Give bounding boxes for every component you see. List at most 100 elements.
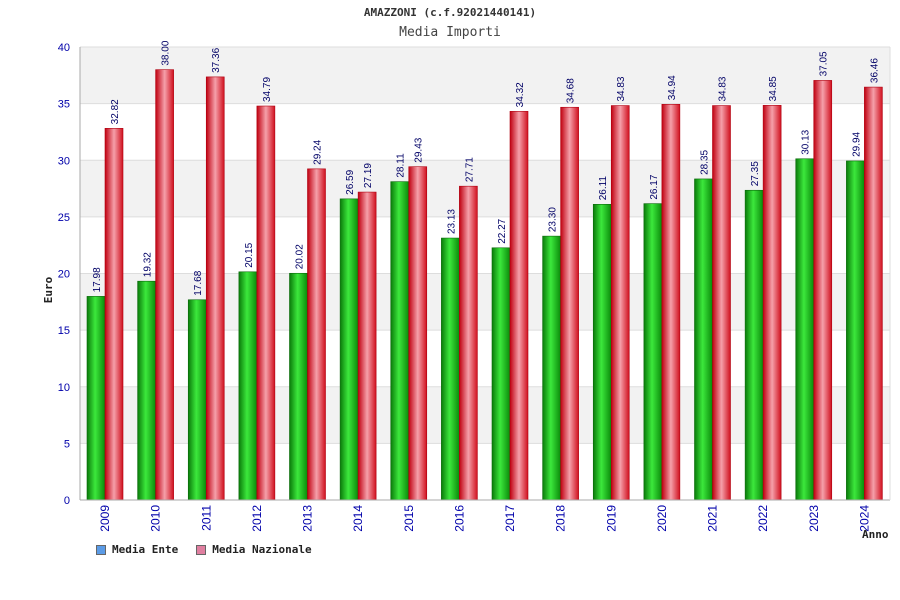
chart-title: AMAZZONI (c.f.92021440141) [363,6,537,19]
y-tick-label: 0 [64,495,70,507]
legend-item-ente: Media Ente [96,543,178,556]
bar-media-nazionale [509,111,529,501]
y-tick-label: 20 [58,269,70,281]
bar-media-ente [137,280,156,501]
y-tick-label: 40 [58,42,70,54]
bar-media-ente [441,237,460,501]
legend-label-ente: Media Ente [112,543,179,556]
legend: Media Ente Media Nazionale [96,543,312,556]
bar-media-nazionale [864,86,883,501]
data-label: 36.46 [869,58,880,83]
data-label: 20.15 [244,242,255,267]
bar-media-ente [694,178,713,501]
data-label: 20.02 [295,244,306,269]
x-tick-label: 2023 [807,505,821,532]
bar-media-ente [339,198,359,501]
bar-media-ente [491,247,511,501]
bar-media-nazionale [155,69,174,501]
y-tick-label: 25 [58,212,70,224]
bar-media-nazionale [712,105,731,501]
data-label: 19.32 [143,252,154,277]
bar-media-nazionale [560,106,579,501]
bar-media-nazionale [813,80,833,501]
data-label: 17.68 [193,270,204,295]
bar-media-nazionale [661,104,681,501]
legend-item-nazionale: Media Nazionale [196,543,312,556]
y-tick-label: 30 [58,155,70,167]
data-label: 23.13 [446,209,457,234]
data-label: 34.94 [667,75,678,100]
data-label: 27.35 [750,161,761,186]
bar-media-ente [390,181,410,501]
bar-media-ente [643,203,663,501]
x-tick-label: 2020 [655,505,669,532]
x-tick-label: 2010 [149,505,163,532]
data-label: 38.00 [161,40,172,65]
y-axis-label: Euro [42,276,55,303]
bar-media-nazionale [104,128,124,501]
data-label: 34.68 [566,78,577,103]
data-label: 22.27 [497,218,508,243]
bar-media-ente [795,158,815,501]
bar-media-nazionale [762,105,782,501]
x-tick-label: 2011 [199,505,213,531]
data-label: 26.11 [598,176,609,201]
legend-swatch-nazionale [196,544,207,555]
data-label: 29.94 [851,131,862,156]
data-label: 37.05 [819,51,830,76]
bar-media-nazionale [307,168,326,501]
data-label: 29.43 [414,137,425,162]
bar-media-ente [238,271,258,501]
bar-media-nazionale [205,76,225,501]
x-tick-label: 2012 [250,505,264,532]
legend-label-nazionale: Media Nazionale [212,543,312,556]
bar-media-ente [846,160,865,501]
data-label: 27.71 [464,157,475,182]
x-tick-label: 2009 [98,505,112,532]
bar-media-ente [592,204,612,501]
data-label: 34.79 [262,77,273,102]
y-tick-label: 10 [58,382,70,394]
x-tick-label: 2015 [402,505,416,532]
bar-media-ente [542,235,561,501]
data-label: 26.59 [345,169,356,194]
data-label: 32.82 [110,99,121,124]
bar-media-ente [744,189,764,501]
bar-media-nazionale [357,191,377,501]
data-label: 26.17 [649,174,660,199]
y-tick-label: 35 [58,99,70,111]
x-tick-label: 2018 [554,505,568,532]
bar-media-ente [289,272,308,501]
x-tick-label: 2024 [857,505,871,532]
x-tick-label: 2019 [604,505,618,532]
data-label: 30.13 [801,129,812,154]
data-label: 27.19 [363,163,374,188]
bar-media-nazionale [256,105,276,501]
data-label: 23.30 [548,207,559,232]
x-tick-label: 2014 [351,505,365,532]
data-label: 34.85 [768,76,779,101]
bar-media-ente [86,296,106,501]
data-label: 29.24 [313,139,324,164]
x-tick-label: 2013 [301,505,315,532]
data-label: 17.98 [92,267,103,292]
x-tick-label: 2022 [756,505,770,532]
x-tick-label: 2016 [452,505,466,532]
y-tick-label: 5 [64,438,70,450]
bar-media-nazionale [610,105,630,501]
y-tick-label: 15 [58,325,70,337]
x-tick-label: 2021 [706,505,720,532]
data-label: 28.35 [700,149,711,174]
data-label: 34.83 [718,76,729,101]
data-label: 34.32 [515,82,526,107]
chart-subtitle: Media Importi [399,25,501,40]
bar-media-ente [187,299,207,501]
data-label: 37.36 [211,47,222,72]
data-label: 34.83 [616,76,627,101]
x-tick-label: 2017 [503,505,517,532]
data-label: 28.11 [396,153,407,178]
x-axis-label: Anno [862,528,889,541]
bar-media-nazionale [408,166,428,501]
bar-media-nazionale [459,185,478,501]
